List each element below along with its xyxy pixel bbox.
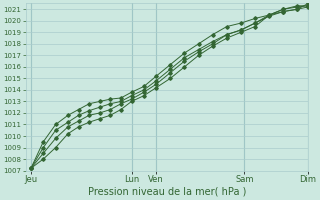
X-axis label: Pression niveau de la mer( hPa ): Pression niveau de la mer( hPa )	[88, 187, 246, 197]
